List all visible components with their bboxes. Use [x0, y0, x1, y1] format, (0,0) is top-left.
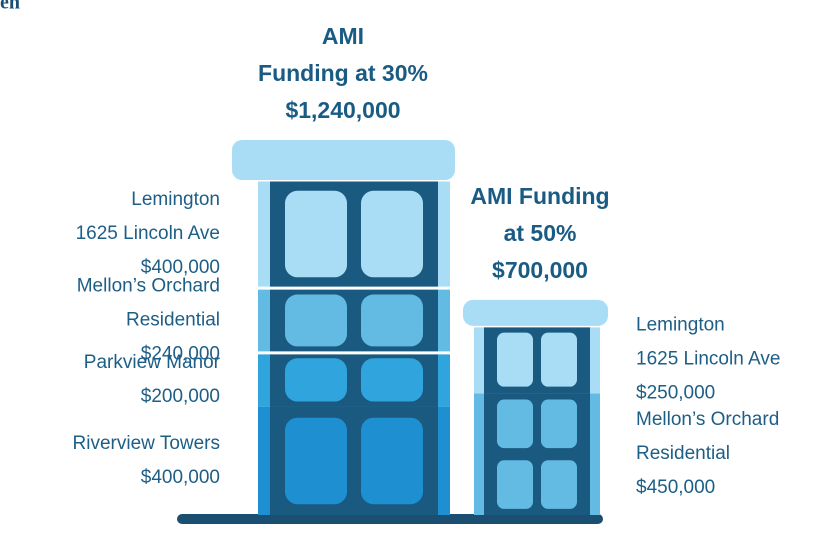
- value-label: $200,000: [141, 386, 220, 407]
- building-title: AMI Funding: [470, 183, 609, 209]
- building-title: AMI: [322, 23, 364, 49]
- building-title: at 50%: [504, 220, 577, 246]
- segment-name: Riverview Towers: [73, 433, 220, 454]
- header-fragment: en: [0, 0, 20, 14]
- building-title: Funding at 30%: [258, 60, 428, 86]
- segment-name: Lemington: [636, 315, 725, 336]
- building-total: $700,000: [492, 257, 588, 283]
- window: [361, 295, 423, 347]
- window: [541, 400, 577, 449]
- value-label: $400,000: [141, 467, 220, 488]
- window: [285, 418, 347, 504]
- building-total: $1,240,000: [285, 97, 400, 123]
- window: [361, 418, 423, 504]
- window: [285, 358, 347, 401]
- value-label: $450,000: [636, 477, 715, 498]
- window: [497, 333, 533, 387]
- segment-name: Mellon’s Orchard: [77, 275, 220, 296]
- roof: [232, 140, 455, 180]
- window: [361, 191, 423, 277]
- roof: [463, 300, 608, 326]
- segment-name: 1625 Lincoln Ave: [76, 223, 220, 244]
- segment-name: Residential: [636, 443, 730, 464]
- value-label: $240,000: [141, 343, 220, 364]
- window: [285, 191, 347, 277]
- segment-name: 1625 Lincoln Ave: [636, 349, 780, 370]
- window: [361, 358, 423, 401]
- window: [497, 400, 533, 449]
- window: [541, 333, 577, 387]
- infographic: en Riverview Towers$400,000Parkview Mano…: [0, 0, 831, 544]
- window: [541, 460, 577, 509]
- window: [497, 460, 533, 509]
- segment-name: Mellon’s Orchard: [636, 409, 779, 430]
- value-label: $250,000: [636, 383, 715, 404]
- value-label: $400,000: [141, 257, 220, 278]
- window: [285, 295, 347, 347]
- segment-name: Lemington: [131, 189, 220, 210]
- segment-name: Residential: [126, 309, 220, 330]
